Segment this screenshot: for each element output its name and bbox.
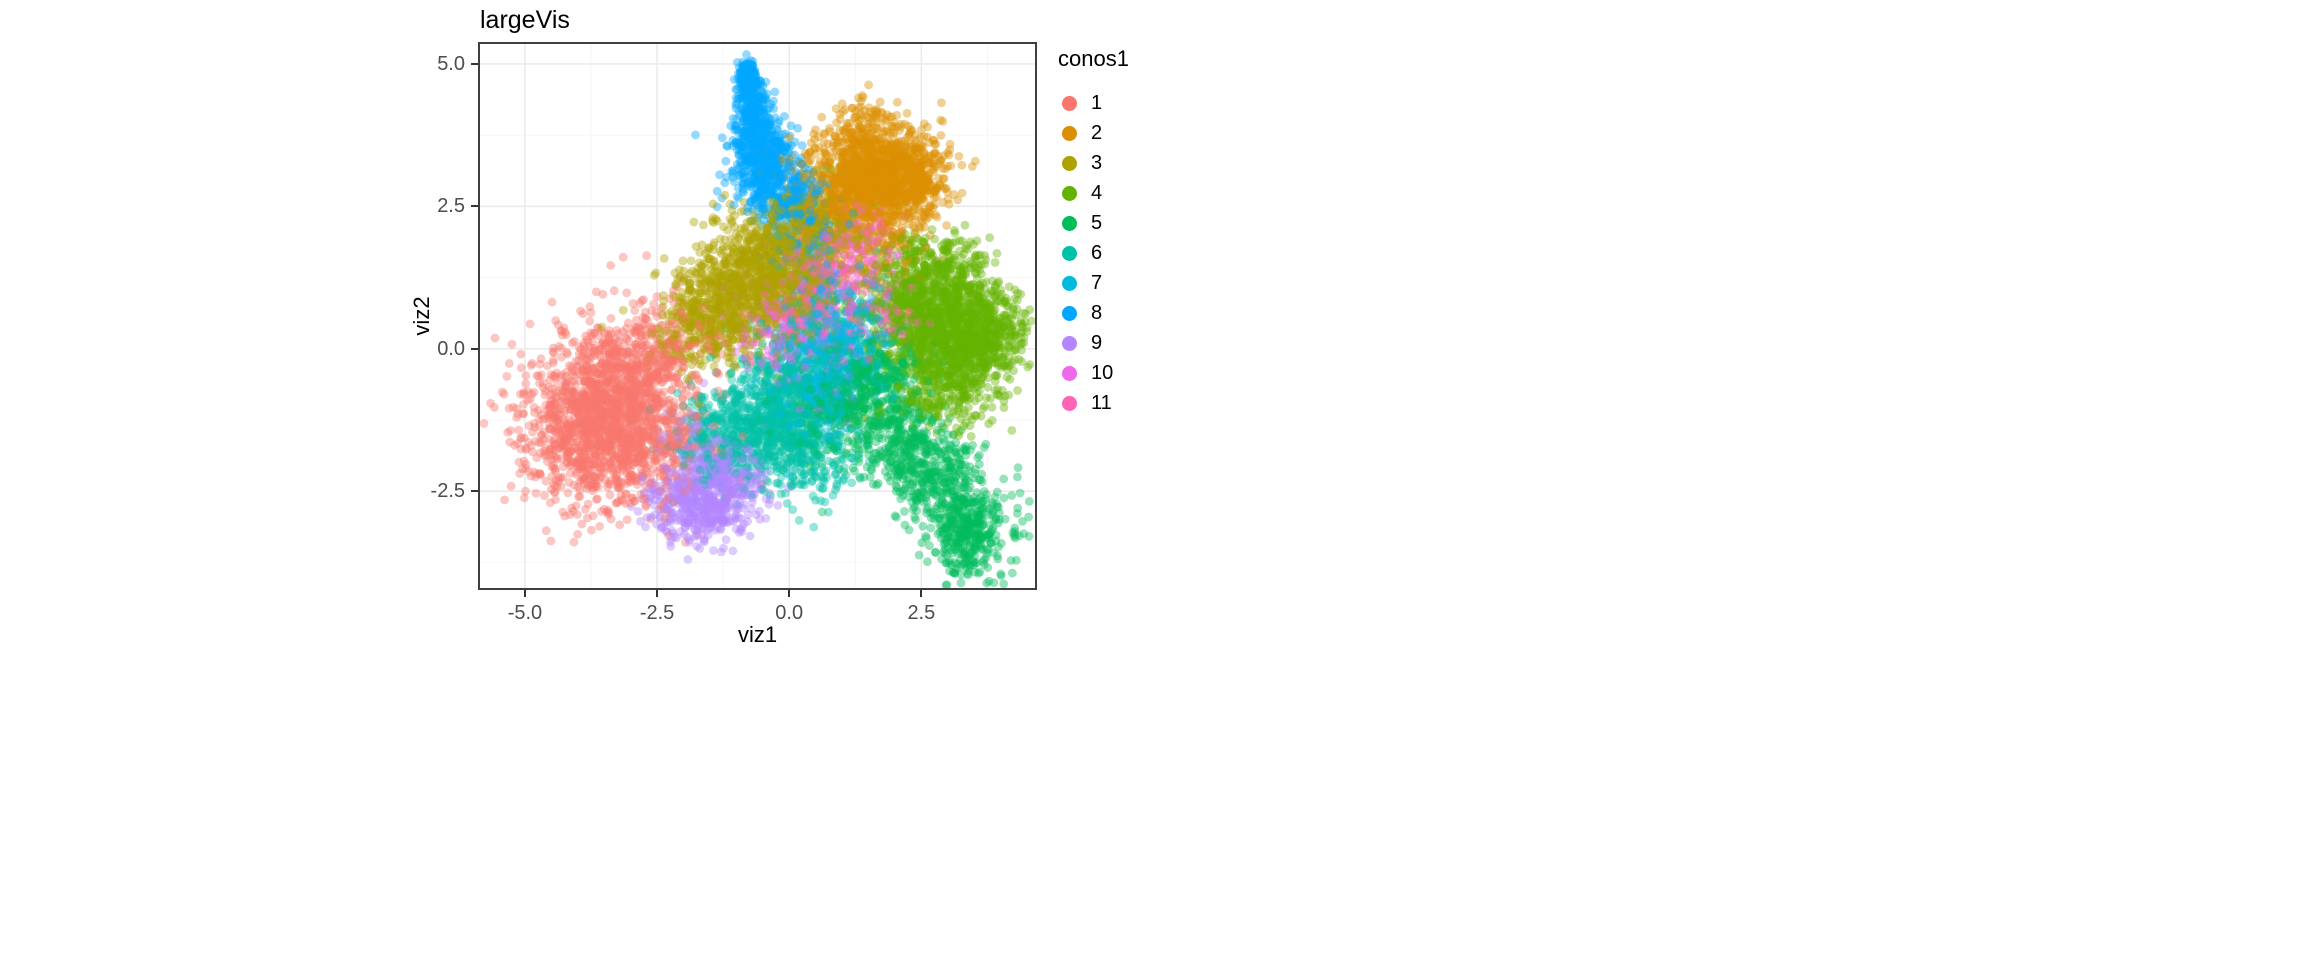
legend-item: 10 — [1058, 358, 1129, 388]
legend-item-label: 2 — [1091, 121, 1103, 144]
legend-item-label: 6 — [1091, 241, 1103, 264]
legend-item: 11 — [1058, 388, 1129, 418]
x-tick-mark — [788, 590, 791, 597]
legend-item-label: 4 — [1091, 181, 1103, 204]
legend: conos1 1 2 3 4 5 6 7 8 9 10 11 — [1058, 46, 1129, 418]
x-tick-mark — [523, 590, 526, 597]
legend-key-dot — [1062, 395, 1077, 411]
y-axis-title: viz2 — [409, 296, 434, 336]
y-tick-mark — [471, 490, 478, 493]
legend-key-dot — [1062, 335, 1077, 351]
y-tick-label: 2.5 — [437, 195, 465, 218]
legend-key-dot — [1062, 95, 1077, 111]
x-tick-mark — [920, 590, 923, 597]
legend-key-dot — [1062, 185, 1077, 201]
x-tick-label: 2.5 — [907, 602, 936, 624]
legend-item: 4 — [1058, 178, 1129, 208]
plot-title: largeVis — [480, 6, 570, 34]
legend-key-dot — [1062, 125, 1077, 141]
legend-item: 7 — [1058, 268, 1129, 298]
y-tick-label: -2.5 — [430, 480, 465, 503]
legend-key-dot — [1062, 245, 1077, 261]
legend-item: 8 — [1058, 298, 1129, 328]
legend-key-dot — [1062, 305, 1077, 321]
x-tick-label: -5.0 — [507, 602, 543, 624]
legend-item-label: 7 — [1091, 271, 1103, 294]
y-tick-mark — [471, 62, 478, 65]
legend-item: 3 — [1058, 148, 1129, 178]
legend-key-dot — [1062, 215, 1077, 231]
legend-item: 9 — [1058, 328, 1129, 358]
legend-item: 2 — [1058, 118, 1129, 148]
legend-title: conos1 — [1058, 46, 1129, 71]
x-tick-label: 0.0 — [775, 602, 804, 624]
x-axis-title: viz1 — [737, 622, 778, 647]
legend-item-label: 9 — [1091, 331, 1103, 354]
legend-item: 1 — [1058, 88, 1129, 118]
legend-items: 1 2 3 4 5 6 7 8 9 10 11 — [1058, 88, 1129, 418]
legend-key-dot — [1062, 365, 1077, 381]
legend-key-dot — [1062, 275, 1077, 291]
legend-item-label: 5 — [1091, 211, 1103, 234]
y-tick-label: 0.0 — [437, 337, 465, 360]
plot-panel — [478, 42, 1037, 590]
legend-item-label: 8 — [1091, 301, 1103, 324]
legend-item-label: 1 — [1091, 91, 1103, 114]
y-tick-mark — [471, 205, 478, 208]
legend-key-dot — [1062, 155, 1077, 171]
legend-item: 6 — [1058, 238, 1129, 268]
y-tick-label: 5.0 — [437, 52, 465, 75]
legend-item: 5 — [1058, 208, 1129, 238]
scatter-canvas — [480, 44, 1035, 588]
y-tick-mark — [471, 347, 478, 350]
x-tick-mark — [656, 590, 659, 597]
x-tick-label: -2.5 — [639, 602, 675, 624]
legend-item-label: 3 — [1091, 151, 1103, 174]
legend-item-label: 10 — [1091, 361, 1114, 384]
legend-item-label: 11 — [1091, 391, 1112, 414]
